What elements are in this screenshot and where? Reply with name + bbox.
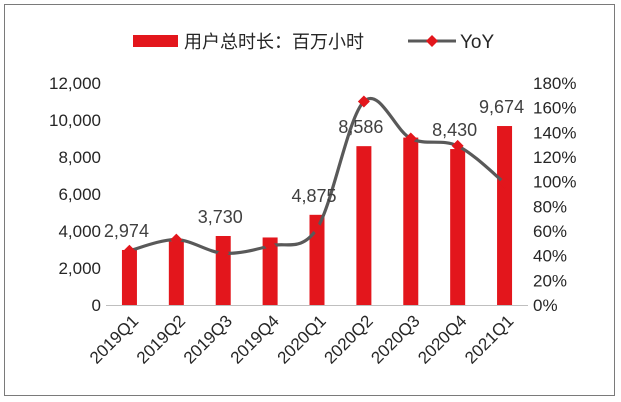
y-right-tick-label: 0% [533,296,558,315]
y-right-tick-label: 160% [533,99,576,118]
chart-border [4,4,615,396]
bar [497,126,513,305]
y-left-tick-label: 2,000 [58,259,101,278]
legend: 用户总时长：百万小时 YoY [133,32,494,53]
legend-line-label: YoY [460,32,494,53]
bar-data-label: 3,730 [198,207,243,227]
y-right-tick-label: 120% [533,148,576,167]
yoy-marker [357,95,370,108]
y-left-tick-label: 8,000 [58,148,101,167]
y-left-tick-label: 6,000 [58,185,101,204]
bar-data-label: 8,430 [432,120,477,140]
y-right-tick-label: 100% [533,173,576,192]
yoy-line [129,97,506,255]
yoy-marker [123,244,136,257]
y-axis-right: 0% 20% 40% 60% 80% 100% 120% 140% 160% 180% [533,74,576,315]
yoy-marker [498,176,511,189]
y-right-tick-label: 60% [533,222,567,241]
bar [215,235,231,305]
y-right-tick-label: 140% [533,123,576,142]
y-axis-left: 0 2,000 4,000 6,000 8,000 10,000 12,000 [49,74,101,315]
y-right-tick-label: 40% [533,247,567,266]
yoy-line-series [129,97,506,255]
legend-bar-label: 用户总时长：百万小时 [184,32,364,52]
y-left-tick-label: 4,000 [58,222,101,241]
yoy-marker [451,139,464,152]
y-left-tick-label: 12,000 [49,74,101,93]
yoy-markers [123,95,511,260]
yoy-marker [404,132,417,145]
y-left-tick-label: 0 [92,296,101,315]
y-left-tick-label: 10,000 [49,111,101,130]
yoy-marker [311,222,323,235]
bar [356,146,372,305]
bar-data-label: 9,674 [479,97,524,117]
bar [309,214,325,305]
y-right-tick-label: 180% [533,74,576,93]
bar-data-label: 2,974 [104,221,149,241]
yoy-marker [217,247,230,260]
bar [121,249,137,305]
bar [450,149,466,305]
bar-data-label: 4,875 [291,186,336,206]
bar [168,241,184,305]
bar [262,237,278,305]
yoy-marker [264,239,277,252]
y-right-tick-label: 80% [533,197,567,216]
legend-line-marker-icon [426,35,438,47]
bar-series [121,126,513,305]
yoy-marker [170,233,183,246]
bar [403,137,419,305]
y-right-tick-label: 20% [533,271,567,290]
bar-data-label: 8,586 [338,117,383,137]
legend-bar-swatch [133,35,178,47]
